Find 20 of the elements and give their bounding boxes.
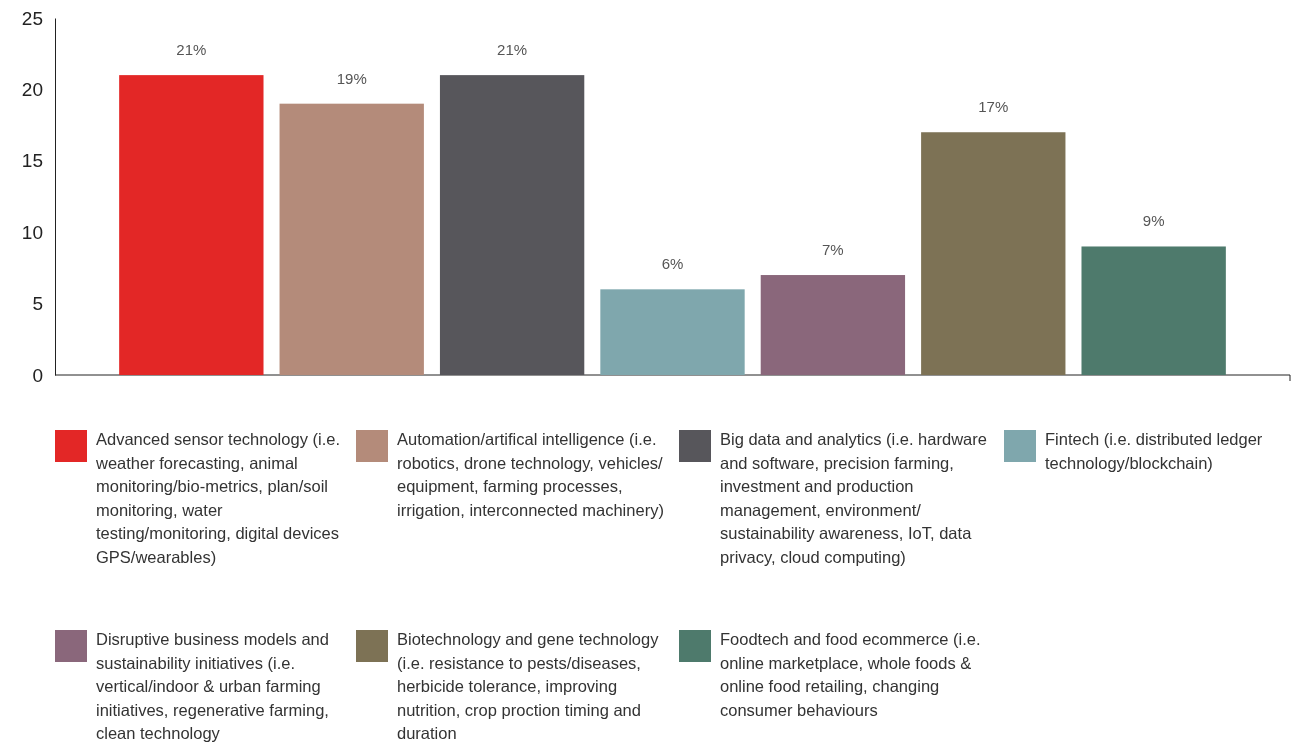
legend-label: Fintech (i.e. distributed ledger technology/blockchain) xyxy=(1045,429,1264,474)
y-tick-label: 0 xyxy=(32,364,43,386)
legend-label: Automation/artifical intelligence (i.e. robotics, drone technology, vehicles/ equipment, farming processes, irrigation, interconnected machinery) xyxy=(397,429,665,521)
data-label: 19% xyxy=(336,69,367,87)
data-label: 21% xyxy=(497,41,528,59)
y-tick-label: 20 xyxy=(21,78,43,100)
y-tick-label: 5 xyxy=(32,293,43,315)
legend-label: Big data and analytics (i.e. hardware and software, precision farming, investment and production management, environment/ sustainability awareness, IoT, data privacy, cloud computing) xyxy=(720,429,988,568)
y-tick-label: 10 xyxy=(21,221,43,243)
data-label: 9% xyxy=(1142,212,1165,230)
data-label: 17% xyxy=(978,98,1009,116)
data-label: 7% xyxy=(822,241,844,259)
legend-label: Biotechnology and gene technology (i.e. resistance to pests/diseases, herbicide tolerance, improving nutrition, crop proction timing and duration xyxy=(397,629,660,744)
legend-label: Foodtech and food ecommerce (i.e. online marketplace, whole foods & online food retailing, changing consumer behaviours xyxy=(720,629,982,721)
y-tick-label: 15 xyxy=(21,150,43,172)
data-label: 21% xyxy=(176,41,207,59)
y-tick-label: 25 xyxy=(21,7,43,29)
legend-label: Disruptive business models and sustainability initiatives (i.e. vertical/indoor & urban farming initiatives, regenerative farming, clean technology xyxy=(96,629,330,744)
legend-label: Advanced sensor technology (i.e. weather forecasting, animal monitoring/bio-metrics, plan/soil monitoring, water testing/monitoring, digital devices GPS/wearables) xyxy=(96,429,341,568)
data-label: 6% xyxy=(661,255,684,273)
